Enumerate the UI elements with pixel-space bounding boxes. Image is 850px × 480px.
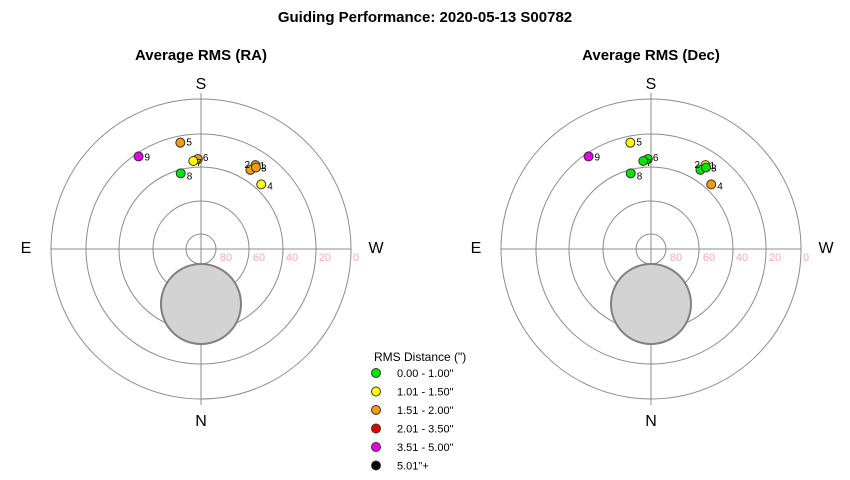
radial-tick-label: 60 xyxy=(253,252,265,264)
legend-item-label: 3.51 - 5.00" xyxy=(397,442,454,454)
data-point-label: 3 xyxy=(261,163,267,174)
data-point-3 xyxy=(700,162,711,173)
data-point-label: 4 xyxy=(267,181,273,192)
legend-marker xyxy=(371,423,381,434)
compass-label-left: E xyxy=(21,240,32,257)
legend-title: RMS Distance (") xyxy=(374,350,466,364)
data-point-3 xyxy=(250,162,261,173)
data-point-label: 8 xyxy=(187,171,193,182)
obstruction-disc xyxy=(610,263,692,345)
data-point-9 xyxy=(583,151,594,162)
data-point-label: 8 xyxy=(637,171,643,182)
radial-tick-label: 60 xyxy=(703,252,715,264)
radial-tick-label: 0 xyxy=(353,252,359,264)
compass-label-bottom: N xyxy=(645,413,657,430)
data-point-label: 6 xyxy=(203,153,209,164)
radial-tick-label: 40 xyxy=(286,252,298,264)
data-point-4 xyxy=(706,179,717,190)
legend-item-label: 1.51 - 2.00" xyxy=(397,405,454,417)
legend-item-label: 1.01 - 1.50" xyxy=(397,387,454,399)
data-point-9 xyxy=(133,151,144,162)
legend-item-label: 5.01"+ xyxy=(397,461,429,473)
data-point-4 xyxy=(256,179,267,190)
legend-marker xyxy=(371,405,381,415)
chart-main-title: Guiding Performance: 2020-05-13 S00782 xyxy=(277,9,573,26)
legend: RMS Distance (") 0.00 - 1.00" 1.01 - 1.50"… xyxy=(371,350,466,473)
data-point-label: 9 xyxy=(595,152,601,163)
data-point-label: 7 xyxy=(646,158,652,169)
data-point-label: 1 xyxy=(259,161,265,172)
radial-tick-label: 40 xyxy=(736,252,748,264)
panel-title: Average RMS (RA) xyxy=(135,47,267,64)
panel-title: Average RMS (Dec) xyxy=(582,47,720,64)
obstruction-disc xyxy=(160,263,242,345)
data-point-5 xyxy=(175,137,186,148)
data-point-8 xyxy=(175,168,186,179)
radial-tick-label: 20 xyxy=(319,252,331,264)
compass-label-right: W xyxy=(818,240,834,257)
legend-marker xyxy=(371,368,381,378)
compass-label-top: S xyxy=(646,76,657,93)
data-point-label: 9 xyxy=(145,152,151,163)
legend-item-label: 0.00 - 1.00" xyxy=(397,368,454,380)
radial-tick-label: 80 xyxy=(220,252,232,264)
radial-tick-label: 20 xyxy=(769,252,781,264)
data-point-label: 5 xyxy=(636,138,642,149)
compass-label-right: W xyxy=(368,240,384,257)
data-point-label: 4 xyxy=(717,181,723,192)
compass-label-top: S xyxy=(196,76,207,93)
compass-label-bottom: N xyxy=(195,413,207,430)
data-point-8 xyxy=(625,168,636,179)
compass-label-left: E xyxy=(471,240,482,257)
radial-tick-label: 80 xyxy=(670,252,682,264)
data-point-5 xyxy=(625,137,636,148)
data-point-label: 1 xyxy=(709,161,715,172)
data-point-7 xyxy=(638,156,649,167)
legend-marker xyxy=(371,386,381,397)
data-point-label: 3 xyxy=(711,163,717,174)
legend-item-label: 2.01 - 3.50" xyxy=(397,424,454,436)
data-point-label: 2 xyxy=(244,160,250,171)
legend-marker xyxy=(371,460,381,471)
radial-tick-label: 0 xyxy=(803,252,809,264)
data-point-label: 2 xyxy=(694,160,700,171)
data-point-label: 5 xyxy=(186,138,192,149)
legend-marker xyxy=(371,442,381,452)
data-point-7 xyxy=(188,156,199,167)
data-point-label: 7 xyxy=(196,158,202,169)
data-point-label: 6 xyxy=(653,153,659,164)
